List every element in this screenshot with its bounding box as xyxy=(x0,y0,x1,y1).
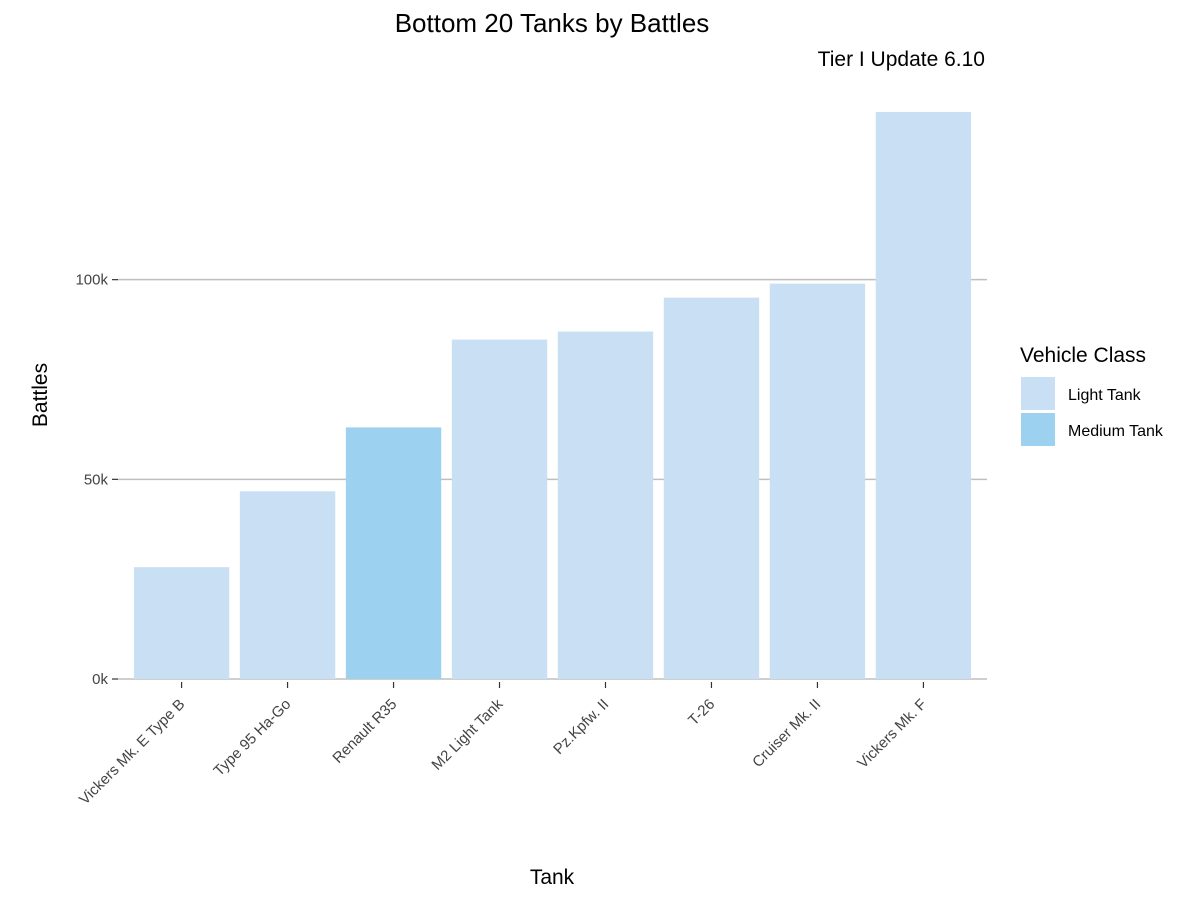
legend-title: Vehicle Class xyxy=(1020,344,1146,367)
x-tick-label: Type 95 Ha-Go xyxy=(210,696,294,780)
x-axis-ticks: Vickers Mk. E Type B Type 95 Ha-Go Renault… xyxy=(76,682,930,808)
x-tick-label: M2 Light Tank xyxy=(428,695,506,773)
y-tick-label: 100k xyxy=(75,272,108,289)
y-axis-ticks: 0k 50k 100k xyxy=(75,272,118,688)
x-tick-label: Renault R35 xyxy=(329,696,400,767)
x-tick-label: Cruiser Mk. II xyxy=(749,696,824,771)
chart-title: Bottom 20 Tanks by Battles xyxy=(395,8,710,38)
y-axis-title: Battles xyxy=(29,363,52,427)
legend: Vehicle Class Light Tank Medium Tank xyxy=(1020,344,1164,446)
bar xyxy=(133,567,230,679)
bars xyxy=(133,111,972,680)
bar xyxy=(345,427,442,679)
bar xyxy=(239,491,336,679)
legend-label: Medium Tank xyxy=(1068,423,1164,440)
x-tick-label: Vickers Mk. F xyxy=(854,696,930,772)
legend-swatch xyxy=(1021,377,1055,410)
bar xyxy=(557,331,654,679)
bar xyxy=(451,339,548,679)
y-tick-label: 0k xyxy=(92,671,108,688)
x-axis-title: Tank xyxy=(530,866,575,889)
chart-subtitle: Tier I Update 6.10 xyxy=(818,48,985,71)
legend-label: Light Tank xyxy=(1068,387,1142,404)
x-tick-label: Vickers Mk. E Type B xyxy=(76,696,188,808)
x-tick-label: Pz.Kpfw. II xyxy=(550,696,612,758)
x-tick-label: T-26 xyxy=(685,696,718,729)
bar xyxy=(769,283,866,679)
bar xyxy=(663,297,760,679)
bar xyxy=(875,111,972,680)
y-tick-label: 50k xyxy=(84,471,109,488)
legend-swatch xyxy=(1021,413,1055,446)
